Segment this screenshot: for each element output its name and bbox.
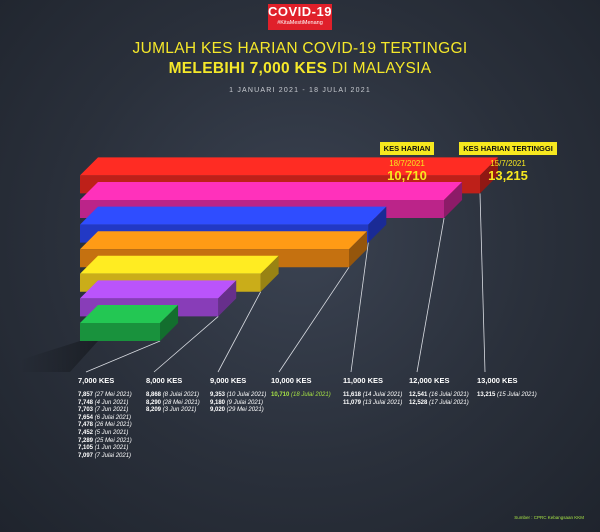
case-entry: 10,710 (18 Julai 2021) [271,392,331,398]
leader-line [350,242,369,373]
case-entry: 12,528 (17 Julai 2021) [409,399,469,406]
bar-shadow [20,341,98,372]
covid19-logo: COVID-19 #KitaMestiMenang [268,4,332,30]
case-entry: 9,353 (10 Julai 2021) [210,392,267,398]
column-heading: 12,000 KES [409,376,450,385]
case-column: 9,000 KES 9,353 (10 Julai 2021) 9,180 (9 J… [210,376,266,415]
column-heading: 10,000 KES [271,376,312,385]
leader-line [85,340,161,373]
case-entry: 11,618 (14 Julai 2021) [343,392,403,398]
case-column: 12,000 KES 12,541 (16 Julai 2021) 12,528 (… [409,376,469,407]
case-entry: 7,857 (27 Mei 2021) [78,392,132,398]
bar-0 [80,305,179,341]
case-entry: 7,478 (26 Mei 2021) [78,422,132,429]
case-entry: 7,289 (25 Mei 2021) [78,437,132,444]
column-heading: 7,000 KES [78,376,115,385]
leader-line [416,217,445,373]
case-entry: 8,209 (3 Jun 2021) [146,407,197,414]
date-range: 1 JANUARI 2021 - 18 JULAI 2021 [229,87,371,94]
source-note: Sumber : CPRC Kebangsaan KKM [514,515,584,520]
case-column: 13,000 KES 13,215 (15 Julai 2021) [477,376,537,400]
badge-daily-value: 10,710 [387,168,427,183]
title-rest: DI MALAYSIA [327,60,432,77]
case-entry: 12,541 (16 Julai 2021) [409,392,469,398]
logo-hashtag: #KitaMestiMenang [277,20,323,26]
case-entry: 11,079 (13 Julai 2021) [343,399,403,406]
badge-daily-label: KES HARIAN [379,142,435,155]
leader-line [278,266,350,373]
case-entry: 13,215 (15 Julai 2021) [477,392,537,398]
case-column: 8,000 KES 8,868 (8 Julai 2021) 8,290 (28 M… [146,376,200,415]
case-entry: 7,105 (1 Jun 2021) [78,445,129,452]
case-entry: 7,703 (7 Jun 2021) [78,407,129,414]
badge-highest-date: 15/7/2021 [490,159,526,168]
badge-daily-cases: KES HARIAN 18/7/2021 10,710 [372,138,442,183]
leader-line [217,291,261,373]
badge-highest-value: 13,215 [488,168,528,183]
column-heading: 9,000 KES [210,376,247,385]
case-column: 10,000 KES 10,710 (18 Julai 2021) [271,376,331,400]
leader-line [153,316,219,373]
case-entry: 7,097 (7 Julai 2021) [78,452,132,459]
leader-line [479,193,486,373]
case-entry: 8,868 (8 Julai 2021) [146,392,200,398]
case-entry: 8,290 (28 Mei 2021) [146,399,200,406]
chart-title-line2: MELEBIHI 7,000 KES DI MALAYSIA [0,60,600,78]
logo-title: COVID-19 [268,4,332,19]
column-heading: 8,000 KES [146,376,183,385]
case-entry: 9,180 (9 Julai 2021) [210,399,264,406]
case-column: 7,000 KES 7,857 (27 Mei 2021) 7,748 (4 Jun… [78,376,132,460]
case-entry: 9,020 (29 Mei 2021) [210,407,264,414]
case-entry: 7,654 (6 Julai 2021) [78,414,132,421]
title-emphasis: MELEBIHI 7,000 KES [168,60,328,77]
badge-daily-date: 18/7/2021 [389,159,425,168]
badge-highest-cases: KES HARIAN TERTINGGI 15/7/2021 13,215 [452,138,564,183]
case-entry: 7,452 (5 Jun 2021) [78,429,129,436]
case-entry: 7,748 (4 Jun 2021) [78,399,129,406]
column-heading: 13,000 KES [477,376,518,385]
case-column: 11,000 KES 11,618 (14 Julai 2021) 11,079 (… [343,376,402,407]
chart-title-line1: JUMLAH KES HARIAN COVID-19 TERTINGGI [132,40,468,57]
badge-highest-label: KES HARIAN TERTINGGI [459,142,557,155]
column-heading: 11,000 KES [343,376,384,385]
